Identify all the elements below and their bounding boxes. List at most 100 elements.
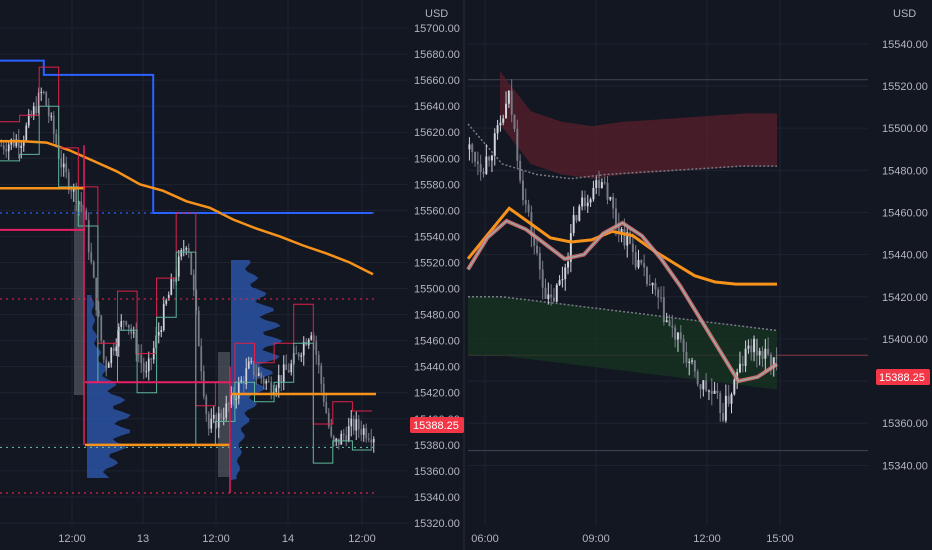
- left-candle: [230, 386, 233, 409]
- right-candle: [468, 137, 471, 161]
- left-candle: [147, 351, 150, 381]
- right-candle: [485, 144, 488, 175]
- right-candle: [674, 324, 677, 348]
- right-x-tick-label: 15:00: [766, 533, 794, 545]
- left-y-tick-label: 15520.00: [414, 257, 460, 269]
- left-candle: [50, 112, 53, 121]
- right-candle: [688, 358, 691, 376]
- right-candle: [722, 402, 725, 423]
- right-y-tick-label: 15360.00: [882, 418, 928, 430]
- right-candle: [547, 282, 550, 305]
- left-candle: [260, 371, 263, 384]
- right-candle: [612, 193, 615, 219]
- left-candle: [287, 363, 290, 373]
- right-candle: [558, 275, 561, 287]
- left-candle: [2, 140, 5, 155]
- left-candle: [145, 361, 148, 378]
- left-candle: [95, 277, 98, 317]
- left-y-tick-label: 15380.00: [414, 440, 460, 452]
- right-candles: [468, 79, 778, 423]
- right-candle: [626, 227, 629, 258]
- right-candle: [533, 225, 536, 255]
- left-candle: [127, 324, 130, 335]
- left-candle: [210, 408, 213, 433]
- right-candle: [595, 176, 598, 194]
- left-y-tick-label: 15680.00: [414, 49, 460, 61]
- left-candle: [357, 415, 360, 439]
- left-candle: [282, 355, 285, 391]
- left-candle: [350, 409, 353, 437]
- right-candle: [747, 339, 750, 354]
- right-candle: [519, 154, 522, 184]
- left-candle: [180, 248, 183, 261]
- left-x-tick-label: 14: [282, 533, 294, 545]
- left-candle: [205, 393, 208, 422]
- right-candle: [510, 79, 513, 123]
- right-candle: [496, 119, 499, 140]
- right-candle: [761, 346, 764, 368]
- left-candle: [90, 242, 93, 265]
- left-candle: [335, 437, 338, 447]
- volume-profile: [231, 260, 283, 480]
- orange-moving-average: [466, 206, 777, 286]
- right-candle: [676, 332, 679, 352]
- left-candle: [232, 386, 235, 406]
- right-candle: [769, 352, 772, 375]
- left-candle: [102, 339, 105, 364]
- right-time-axis[interactable]: 06:00 09:00 12:00 15:00: [471, 533, 794, 545]
- right-y-tick-label: 15460.00: [882, 207, 928, 219]
- left-candle: [370, 428, 373, 450]
- right-candle: [716, 382, 719, 400]
- left-candle: [317, 350, 320, 374]
- left-candle: [277, 364, 280, 398]
- left-candle: [320, 362, 323, 393]
- left-price-axis[interactable]: 15700.00 15680.00 15660.00 15640.00 15620.00…: [414, 23, 460, 530]
- left-x-tick-label: 12:00: [202, 533, 230, 545]
- left-candle: [337, 438, 340, 450]
- right-candle: [507, 90, 510, 108]
- right-candle: [657, 287, 660, 310]
- left-candle: [65, 156, 68, 179]
- right-candle: [693, 359, 696, 378]
- right-candle: [592, 180, 595, 202]
- right-candle: [764, 339, 767, 372]
- left-candle: [132, 326, 135, 338]
- left-candle: [297, 352, 300, 361]
- left-price-panel[interactable]: 15700.00 15680.00 15660.00 15640.00 15620.00…: [0, 0, 460, 545]
- left-candle: [372, 436, 375, 453]
- left-y-tick-label: 15700.00: [414, 23, 460, 35]
- left-candle: [22, 135, 25, 152]
- right-candle: [696, 369, 699, 387]
- left-candle: [52, 111, 55, 144]
- left-last-price-text: 15388.25: [413, 420, 459, 432]
- left-candle: [290, 359, 293, 376]
- left-candle: [32, 102, 35, 121]
- left-candle: [187, 243, 190, 259]
- right-candle: [707, 389, 710, 401]
- left-candle: [225, 395, 228, 421]
- left-candle: [265, 378, 268, 390]
- right-candle: [499, 115, 502, 132]
- left-candle: [280, 375, 283, 392]
- left-candle: [60, 149, 63, 177]
- right-x-tick-label: 09:00: [582, 533, 610, 545]
- right-price-axis[interactable]: 15540.00 15520.00 15500.00 15480.00 15460.00…: [882, 39, 928, 473]
- left-candle: [255, 364, 258, 385]
- right-price-panel[interactable]: 15540.00 15520.00 15500.00 15480.00 15460.00…: [466, 0, 928, 545]
- left-time-axis[interactable]: 12:00 13 12:00 14 12:00: [58, 533, 376, 545]
- left-candle: [185, 246, 188, 256]
- right-candle: [682, 334, 685, 364]
- right-candle: [741, 355, 744, 373]
- right-candle: [513, 114, 516, 132]
- right-candle: [564, 263, 567, 291]
- left-candle: [217, 406, 220, 439]
- left-y-tick-label: 15600.00: [414, 153, 460, 165]
- left-candle: [7, 141, 10, 160]
- left-candle: [237, 376, 240, 405]
- left-candle: [235, 394, 238, 409]
- left-candle: [17, 129, 20, 159]
- left-candle: [120, 314, 123, 330]
- left-candle: [27, 109, 30, 129]
